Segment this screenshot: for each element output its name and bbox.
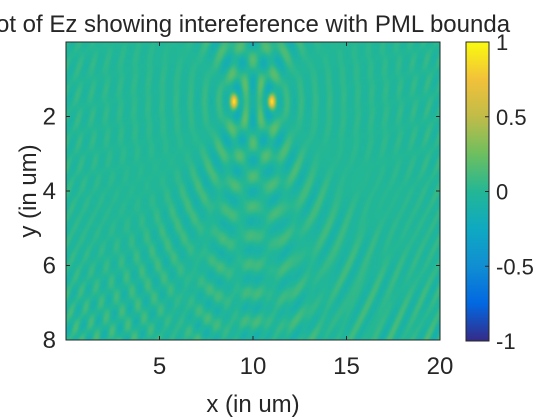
y-tick-label: 2 [43, 104, 56, 131]
x-tick-label: 20 [427, 353, 454, 380]
x-axis-label: x (in um) [206, 391, 299, 418]
x-axis: 5 10 15 20 [153, 42, 454, 380]
colorbar-tick-label: -0.5 [496, 254, 534, 279]
colorbar-tick-label: 0 [496, 180, 508, 205]
y-tick-label: 6 [43, 253, 56, 280]
colorbar-tick-label: 0.5 [496, 105, 527, 130]
x-tick-label: 15 [333, 353, 360, 380]
plot-area: 5 10 15 20 2 4 6 8 [43, 41, 454, 380]
y-tick-label: 8 [43, 327, 56, 354]
y-axis: 2 4 6 8 [43, 104, 440, 354]
y-axis-label: y (in um) [15, 144, 42, 237]
heatmap-image [66, 42, 440, 340]
chart-title: ot of Ez showing intereference with PML … [0, 11, 511, 38]
y-tick-label: 4 [43, 178, 56, 205]
x-tick-label: 5 [153, 353, 166, 380]
colorbar-tick-label: -1 [496, 329, 516, 354]
colorbar-tick-label: 1 [496, 30, 508, 55]
colorbar-ticks: 1 0.5 0 -0.5 -1 [485, 30, 534, 354]
colorbar: 1 0.5 0 -0.5 -1 [465, 30, 534, 354]
x-tick-label: 10 [240, 353, 267, 380]
